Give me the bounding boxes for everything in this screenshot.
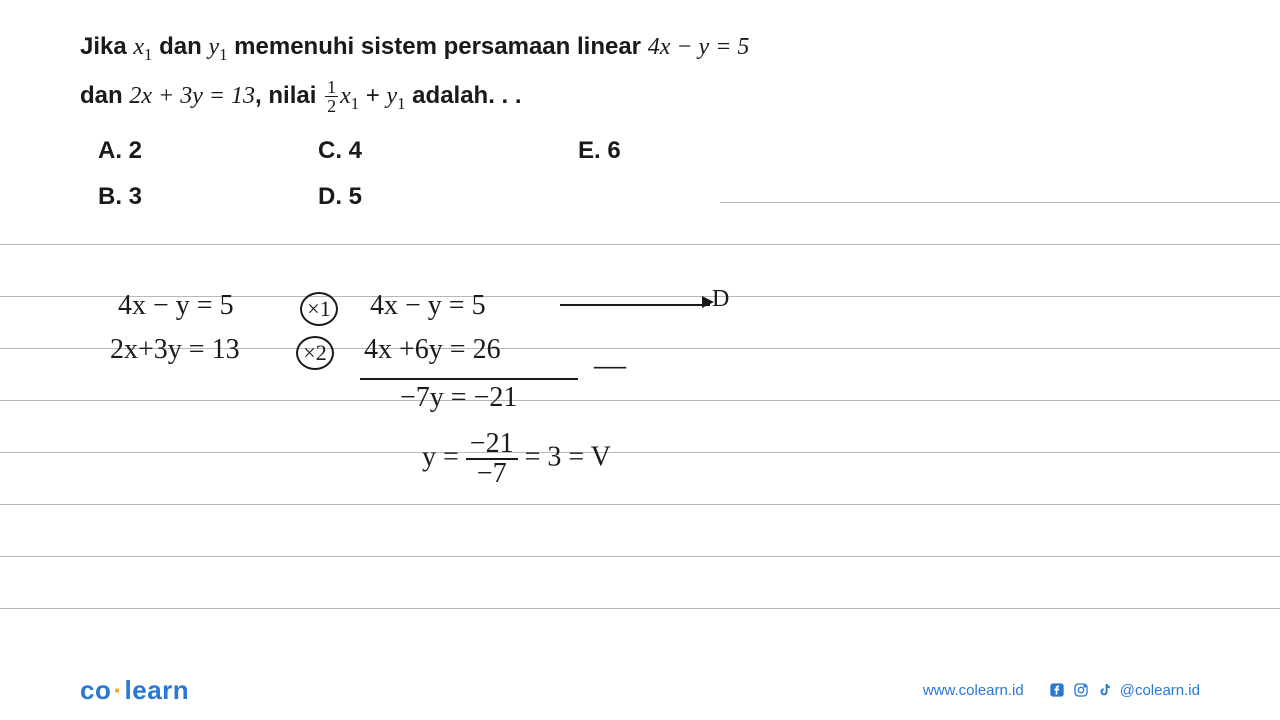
ruled-line [0, 504, 1280, 505]
footer-bar: co·learn www.colearn.id @colearn.id [0, 660, 1280, 720]
hw-eq2-left: 2x+3y = 13 [110, 334, 240, 366]
q-text: memenuhi sistem persamaan linear [228, 33, 648, 60]
hw-mult1: ×1 [300, 292, 338, 326]
option-e: E. 6 [578, 137, 798, 165]
hw-eq1-left: 4x − y = 5 [118, 290, 234, 322]
option-c: C. 4 [318, 137, 578, 165]
var-x1b: x1 [340, 83, 359, 109]
ruled-line [0, 608, 1280, 609]
q-text: adalah. . . [406, 82, 522, 109]
fraction-half: 12 [325, 78, 338, 115]
ruled-line [0, 244, 1280, 245]
facebook-icon [1048, 681, 1066, 699]
hw-eq1-right: 4x − y = 5 [370, 290, 486, 322]
footer-right: www.colearn.id @colearn.id [923, 681, 1200, 699]
hw-minus: — [594, 346, 626, 383]
question-line-1: Jika x1 dan y1 memenuhi sistem persamaan… [80, 28, 1200, 69]
option-d: D. 5 [318, 183, 578, 211]
var-y1b: y1 [386, 83, 405, 109]
var-y1: y1 [208, 34, 227, 60]
hw-result-2: y = −21−7 = 3 = V [422, 430, 611, 488]
hw-underline [360, 378, 578, 380]
eq2: 2x + 3y = 13 [129, 83, 255, 109]
question-line-2: dan 2x + 3y = 13, nilai 12x1 + y1 adalah… [80, 77, 1200, 118]
logo-learn: learn [125, 675, 190, 705]
ruled-line [720, 202, 1280, 203]
option-a: A. 2 [98, 137, 318, 165]
ruled-line [0, 400, 1280, 401]
logo-co: co [80, 675, 111, 705]
hw-result-1: −7y = −21 [400, 382, 517, 414]
q-text: Jika [80, 33, 133, 60]
options-grid: A. 2 C. 4 E. 6 B. 3 D. 5 [80, 137, 1200, 211]
ruled-line [0, 556, 1280, 557]
hw-arrow-tip [702, 296, 714, 308]
question-block: Jika x1 dan y1 memenuhi sistem persamaan… [0, 0, 1280, 211]
hw-eq2-right: 4x +6y = 26 [364, 334, 501, 366]
hw-mult2: ×2 [296, 336, 334, 370]
lined-paper-area: 4x − y = 5 2x+3y = 13 ×1 ×2 4x − y = 5 4… [0, 230, 1280, 660]
eq1: 4x − y = 5 [648, 34, 750, 60]
hw-arrow-line [560, 304, 710, 306]
brand-logo: co·learn [80, 675, 189, 706]
ruled-line [0, 452, 1280, 453]
logo-dot-icon: · [113, 675, 122, 705]
q-text: , nilai [255, 82, 323, 109]
instagram-icon [1072, 681, 1090, 699]
tiktok-icon [1096, 681, 1114, 699]
option-b: B. 3 [98, 183, 318, 211]
footer-url: www.colearn.id [923, 682, 1024, 699]
social-handle: @colearn.id [1120, 682, 1200, 699]
social-block: @colearn.id [1048, 681, 1200, 699]
q-text: + [359, 82, 386, 109]
var-x1: x1 [133, 34, 152, 60]
q-text: dan [152, 33, 208, 60]
q-text: dan [80, 82, 129, 109]
hw-arrow-head: D [712, 286, 729, 313]
